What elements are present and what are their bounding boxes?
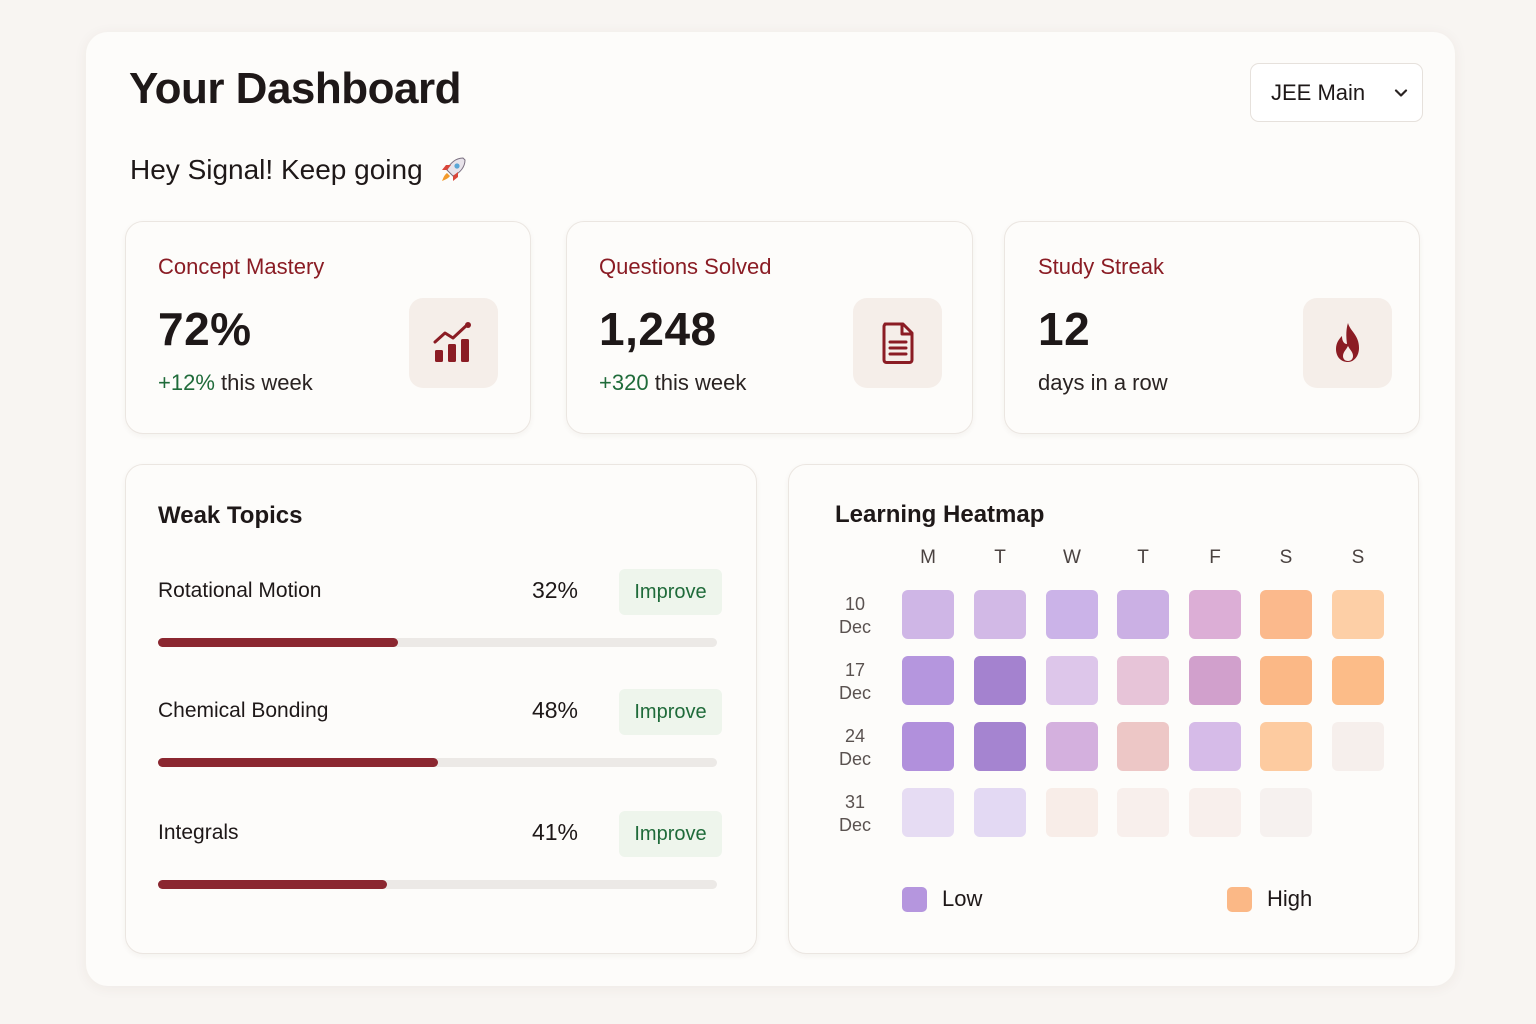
progress-track — [158, 638, 717, 647]
heatmap-week-label: 17 Dec — [829, 659, 881, 705]
heatmap-week-day: 31 — [844, 792, 866, 812]
heatmap-week-label: 24 Dec — [829, 725, 881, 771]
stat-sub: +12% this week — [158, 370, 313, 396]
stat-sub: +320 this week — [599, 370, 746, 396]
heatmap-cell[interactable] — [1046, 590, 1098, 639]
heatmap-cell[interactable] — [1332, 722, 1384, 771]
heatmap-week-month: Dec — [838, 749, 871, 769]
rocket-icon — [441, 157, 466, 181]
heatmap-cell[interactable] — [1189, 656, 1241, 705]
stat-sub: days in a row — [1038, 370, 1168, 396]
heatmap-cell[interactable] — [1332, 656, 1384, 705]
greeting-text: Hey Signal! Keep going — [130, 154, 423, 185]
heatmap-cell[interactable] — [1046, 788, 1098, 837]
legend-low-label: Low — [942, 886, 983, 911]
stat-value: 12 — [1038, 303, 1091, 355]
chevron-down-icon — [1395, 88, 1408, 97]
improve-button[interactable]: Improve — [619, 569, 722, 615]
heatmap-cell[interactable] — [1046, 656, 1098, 705]
stat-card-questions-solved: Questions Solved 1,248 +320 this week — [566, 221, 973, 434]
topic-name: Rotational Motion — [158, 579, 322, 602]
stat-delta: +320 — [599, 370, 649, 395]
improve-button[interactable]: Improve — [619, 811, 722, 857]
heatmap-cell[interactable] — [1189, 590, 1241, 639]
exam-select-value: JEE Main — [1271, 79, 1366, 105]
heatmap-week-day: 24 — [844, 726, 866, 746]
heatmap-title: Learning Heatmap — [835, 501, 1045, 528]
topic-percent: 41% — [531, 819, 578, 845]
stat-sub-text: this week — [654, 370, 747, 395]
stat-label: Concept Mastery — [158, 254, 325, 279]
topic-row: Chemical Bonding 48% Improve — [158, 689, 722, 779]
topic-row: Rotational Motion 32% Improve — [158, 569, 722, 659]
heatmap-cell[interactable] — [974, 722, 1026, 771]
heatmap-week-month: Dec — [838, 617, 871, 637]
heatmap-cell[interactable] — [1117, 656, 1169, 705]
progress-track — [158, 758, 717, 767]
progress-fill — [158, 880, 388, 889]
heatmap-day-label: F — [1209, 547, 1221, 568]
document-icon — [853, 298, 942, 388]
stat-sub-text: days in a row — [1038, 370, 1168, 395]
heatmap-cell[interactable] — [902, 590, 954, 639]
heatmap-day-label: W — [1063, 547, 1081, 568]
stat-card-concept-mastery: Concept Mastery 72% +12% this week — [125, 221, 531, 434]
progress-fill — [158, 638, 399, 647]
heatmap-cell[interactable] — [1332, 590, 1384, 639]
heatmap-cell[interactable] — [902, 722, 954, 771]
legend-low-swatch — [902, 887, 927, 912]
fire-icon — [1303, 298, 1392, 388]
topic-row: Integrals 41% Improve — [158, 811, 722, 901]
heatmap-cell[interactable] — [1260, 656, 1312, 705]
heatmap-cell[interactable] — [902, 788, 954, 837]
panel-title: Weak Topics — [158, 502, 303, 529]
heatmap-cell[interactable] — [1117, 590, 1169, 639]
heatmap-cell[interactable] — [1117, 722, 1169, 771]
improve-button[interactable]: Improve — [619, 689, 722, 735]
heatmap-cell[interactable] — [1260, 788, 1312, 837]
progress-track — [158, 880, 717, 889]
heatmap-day-label: T — [1137, 547, 1149, 568]
heatmap-week-label: 10 Dec — [829, 593, 881, 639]
stat-delta: +12% — [158, 370, 215, 395]
stat-card-study-streak: Study Streak 12 days in a row — [1004, 221, 1420, 434]
exam-select[interactable]: JEE Main — [1250, 63, 1423, 122]
heatmap-day-label: T — [994, 547, 1006, 568]
page-title: Your Dashboard — [129, 64, 462, 113]
topic-percent: 48% — [531, 697, 578, 723]
heatmap-cell[interactable] — [1260, 590, 1312, 639]
heatmap-cell[interactable] — [974, 590, 1026, 639]
heatmap-cell[interactable] — [1046, 722, 1098, 771]
heatmap-cell[interactable] — [1117, 788, 1169, 837]
legend-high-swatch — [1227, 887, 1252, 912]
topic-name: Integrals — [158, 821, 239, 844]
weak-topics-panel: Weak Topics Rotational Motion 32% Improv… — [125, 464, 757, 954]
stat-label: Questions Solved — [599, 254, 772, 279]
chart-up-icon — [409, 298, 498, 388]
heatmap-week-label: 31 Dec — [829, 791, 881, 837]
heatmap-week-month: Dec — [838, 815, 871, 835]
stat-label: Study Streak — [1038, 254, 1164, 279]
heatmap-cell[interactable] — [1189, 722, 1241, 771]
stat-value: 72% — [158, 303, 252, 355]
heatmap-cell[interactable] — [1260, 722, 1312, 771]
heatmap-day-label: M — [920, 547, 936, 568]
heatmap-panel — [788, 464, 1419, 954]
heatmap-day-label: S — [1351, 547, 1365, 568]
heatmap-week-day: 17 — [844, 660, 866, 680]
heatmap-week-day: 10 — [844, 594, 866, 614]
progress-fill — [158, 758, 438, 767]
heatmap-cell[interactable] — [974, 788, 1026, 837]
heatmap-cell[interactable] — [974, 656, 1026, 705]
stat-sub-text: this week — [221, 370, 313, 395]
topic-percent: 32% — [531, 577, 578, 603]
legend-high-label: High — [1267, 886, 1313, 911]
heatmap-cell[interactable] — [902, 656, 954, 705]
heatmap-week-month: Dec — [838, 683, 871, 703]
heatmap-cell[interactable] — [1189, 788, 1241, 837]
topic-name: Chemical Bonding — [158, 699, 329, 722]
stat-value: 1,248 — [599, 303, 717, 355]
heatmap-day-label: S — [1279, 547, 1293, 568]
greeting: Hey Signal! Keep going — [130, 154, 469, 186]
